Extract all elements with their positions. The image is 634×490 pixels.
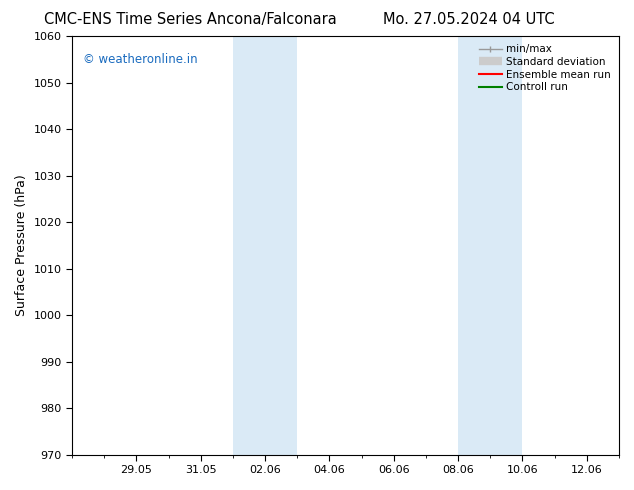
Bar: [233, 36, 297, 455]
Y-axis label: Surface Pressure (hPa): Surface Pressure (hPa): [15, 174, 28, 316]
Text: CMC-ENS Time Series Ancona/Falconara: CMC-ENS Time Series Ancona/Falconara: [44, 12, 337, 27]
Bar: [458, 36, 522, 455]
Legend: min/max, Standard deviation, Ensemble mean run, Controll run: min/max, Standard deviation, Ensemble me…: [476, 41, 614, 96]
Text: Mo. 27.05.2024 04 UTC: Mo. 27.05.2024 04 UTC: [384, 12, 555, 27]
Text: © weatheronline.in: © weatheronline.in: [83, 53, 198, 66]
